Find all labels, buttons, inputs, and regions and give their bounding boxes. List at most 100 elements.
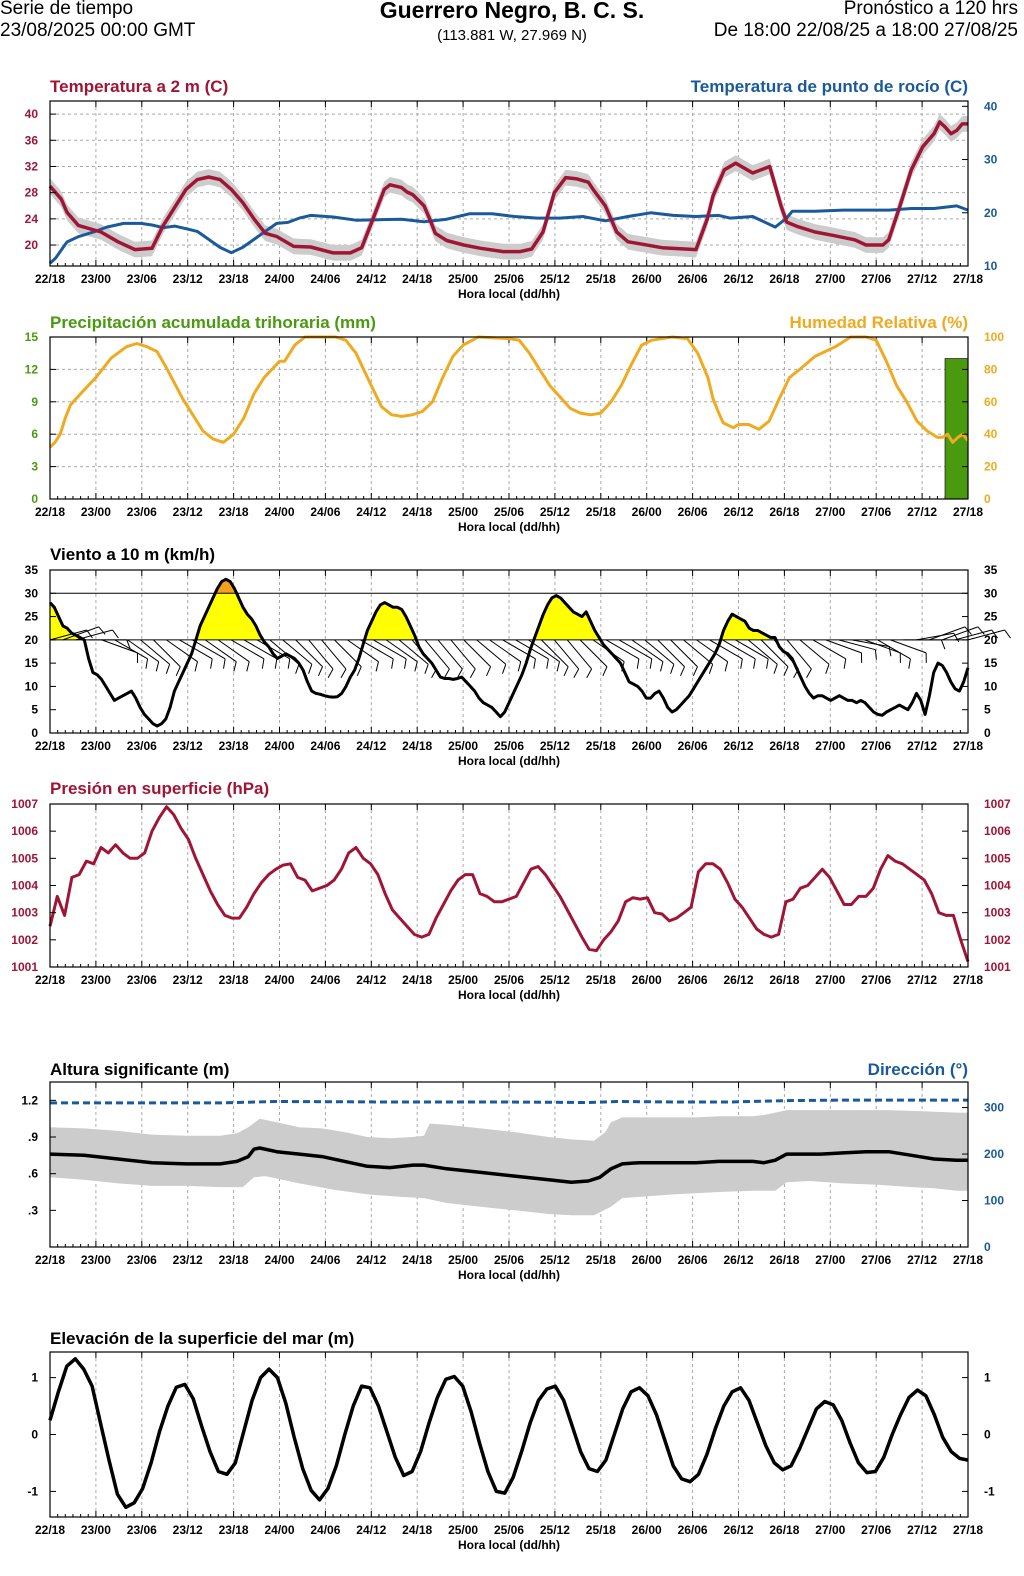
x-tick-label: 23/00 <box>81 739 111 753</box>
wind-barb-feather <box>391 658 394 669</box>
wind-barb-feather <box>586 668 593 678</box>
x-tick-label: 25/18 <box>586 505 616 519</box>
wind-barb <box>347 639 379 672</box>
wind-barb <box>127 639 160 672</box>
wind-barb-feather <box>165 664 171 674</box>
y-tick-label: 10 <box>25 679 39 693</box>
wind-barb-feather <box>783 666 789 677</box>
wind-barb-staff <box>967 629 1005 641</box>
x-tick-label: 27/06 <box>861 1253 891 1267</box>
x-tick-label: 24/06 <box>310 973 340 987</box>
y-tick-label: 1001 <box>984 960 1011 974</box>
wind-barb <box>308 639 334 678</box>
y-tick-label: 300 <box>984 1101 1004 1115</box>
x-tick-label: 25/00 <box>448 1523 478 1537</box>
x-tick-label: 27/00 <box>815 272 845 286</box>
x-tick-label: 25/00 <box>448 272 478 286</box>
wind-barb <box>463 639 492 677</box>
wind-barb-staff <box>321 639 347 670</box>
x-tick-label: 27/12 <box>907 973 937 987</box>
x-tick-label: 23/00 <box>81 1523 111 1537</box>
x-tick-label: 26/06 <box>678 739 708 753</box>
pressure-line <box>48 805 970 963</box>
wind-barb-staff <box>631 639 664 663</box>
y-tick-label: 36 <box>25 133 39 147</box>
wind-barb <box>747 639 778 674</box>
x-axis-label: Hora local (dd/hh) <box>458 1538 560 1552</box>
y-tick-label: 1004 <box>11 879 38 893</box>
wind-barb-feather <box>308 664 313 674</box>
y-tick-label: 200 <box>984 1147 1004 1161</box>
wind-barb-feather <box>533 658 536 669</box>
sea-level-title: Elevación de la superficie del mar (m) <box>50 1329 354 1348</box>
x-tick-label: 23/12 <box>173 1523 203 1537</box>
x-tick-label: 25/18 <box>586 1523 616 1537</box>
y-tick-label: 40 <box>984 427 998 441</box>
header-series-label: Serie de tiempo <box>0 0 134 19</box>
wind-barb-feather <box>636 658 640 669</box>
x-tick-label: 25/18 <box>586 272 616 286</box>
x-axis-label: Hora local (dd/hh) <box>458 520 560 534</box>
wind-barb <box>204 639 237 672</box>
x-tick-label: 25/06 <box>494 739 524 753</box>
y-tick-label: 20 <box>25 633 39 647</box>
x-tick-label: 26/12 <box>723 973 753 987</box>
y-tick-label: 20 <box>984 206 998 220</box>
x-tick-label: 25/18 <box>586 1253 616 1267</box>
wind-barb-staff <box>179 639 213 660</box>
wind-barb <box>334 639 362 677</box>
wind-barb-staff <box>540 639 569 668</box>
wind-barb-staff <box>618 639 653 660</box>
temperature-line <box>48 120 968 255</box>
x-axis-label: Hora local (dd/hh) <box>458 754 560 768</box>
x-tick-label: 25/18 <box>586 739 616 753</box>
x-tick-label: 24/00 <box>264 272 294 286</box>
x-tick-label: 26/00 <box>632 739 662 753</box>
wind-barb-staff <box>553 639 580 670</box>
plot-border <box>49 336 969 500</box>
wind-barb-feather <box>680 666 686 677</box>
y-tick-label: 0 <box>31 726 38 740</box>
wind-barb-staff <box>127 639 159 663</box>
y-tick-label: .3 <box>28 1203 38 1217</box>
wind-barb-staff <box>476 639 507 665</box>
x-tick-label: 24/18 <box>402 1523 432 1537</box>
x-tick-label: 27/06 <box>861 973 891 987</box>
wind-barb <box>890 639 927 663</box>
wind-barb-feather <box>843 658 847 669</box>
x-tick-label: 26/06 <box>678 505 708 519</box>
x-tick-label: 23/18 <box>219 272 249 286</box>
x-tick-label: 24/12 <box>356 973 386 987</box>
x-tick-label: 24/00 <box>264 1253 294 1267</box>
wind-barb-staff <box>941 626 979 641</box>
wind-barb <box>62 626 106 641</box>
x-tick-label: 23/18 <box>219 973 249 987</box>
wind-barb-staff <box>166 639 198 663</box>
wind-barb <box>553 639 580 678</box>
wind-barb-staff <box>566 639 592 670</box>
wind-barb-feather <box>602 666 608 677</box>
wind-barb-feather <box>953 633 960 643</box>
x-tick-label: 26/06 <box>678 1523 708 1537</box>
y-tick-label: 40 <box>984 99 998 113</box>
y-tick-label: 1002 <box>11 933 38 947</box>
wind-barb <box>321 639 347 678</box>
y-tick-label: -1 <box>27 1484 38 1498</box>
wind-barb-staff <box>916 632 954 641</box>
wave-height-band <box>50 1110 968 1216</box>
y-tick-label: 20 <box>984 460 998 474</box>
wind-barb-staff <box>864 639 901 654</box>
x-tick-label: 24/00 <box>264 1523 294 1537</box>
dewpoint-title: Temperatura de punto de rocío (C) <box>691 77 968 96</box>
y-tick-label: 1002 <box>984 933 1011 947</box>
wind-barb-feather <box>649 658 653 669</box>
wind-barb <box>489 639 522 672</box>
y-tick-label: 12 <box>25 362 39 376</box>
x-tick-label: 27/00 <box>815 1253 845 1267</box>
y-tick-label: 1.2 <box>21 1093 38 1107</box>
x-tick-label: 23/18 <box>219 739 249 753</box>
wind-barb-staff <box>372 639 407 660</box>
x-tick-label: 26/00 <box>632 1523 662 1537</box>
x-tick-label: 24/12 <box>356 739 386 753</box>
wind-barb-staff <box>799 639 830 665</box>
